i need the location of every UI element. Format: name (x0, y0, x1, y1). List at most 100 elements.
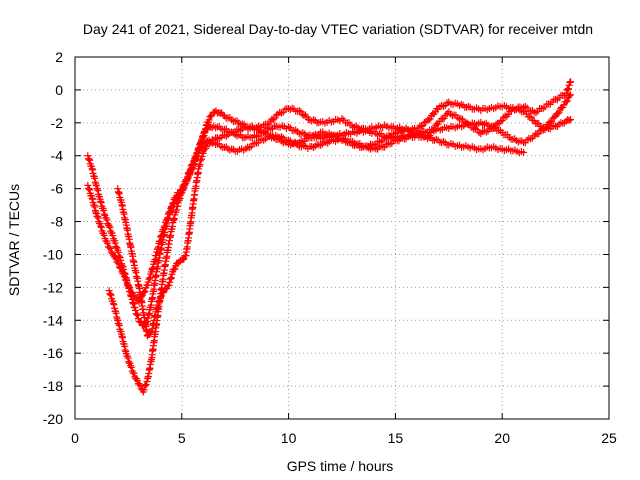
data-point-marker (146, 274, 154, 282)
data-point-marker (86, 156, 94, 164)
data-point-marker (100, 231, 108, 239)
data-point-marker (567, 91, 575, 99)
data-point-marker (199, 133, 207, 141)
data-point-marker (222, 132, 230, 140)
data-point-marker (158, 231, 166, 239)
data-point-marker (199, 134, 207, 142)
data-point-marker (417, 123, 425, 131)
x-tick-label: 15 (388, 430, 404, 446)
y-tick-label: -8 (51, 214, 64, 230)
data-point-marker (269, 116, 277, 124)
data-point-marker (97, 222, 105, 230)
data-point-marker (97, 199, 105, 207)
data-point-marker (265, 120, 273, 128)
data-point-marker (550, 113, 558, 121)
data-point-marker (527, 113, 535, 121)
data-point-marker (84, 152, 92, 160)
data-point-marker (567, 78, 575, 86)
data-point-marker (124, 354, 132, 362)
data-point-marker (554, 110, 562, 118)
data-point-marker (97, 197, 105, 205)
data-point-marker (127, 362, 135, 370)
data-point-marker (206, 113, 214, 121)
data-point-marker (185, 171, 193, 179)
data-point-marker (105, 287, 113, 295)
x-tick-label: 25 (601, 430, 617, 446)
data-point-marker (297, 108, 305, 116)
data-point-marker (115, 260, 123, 268)
y-tick-label: -14 (43, 312, 63, 328)
data-point-marker (127, 363, 135, 371)
data-point-marker (518, 137, 526, 145)
data-point-marker (564, 85, 572, 93)
data-point-marker (140, 386, 148, 394)
y-tick-label: -18 (43, 378, 63, 394)
data-point-marker (105, 222, 113, 230)
plot-frame (74, 56, 610, 420)
data-point-marker (85, 185, 93, 193)
data-point-marker (109, 232, 117, 240)
axis-ticks-layer (74, 56, 610, 420)
data-point-marker (567, 116, 575, 124)
data-point-marker (117, 264, 125, 272)
data-point-marker (200, 146, 208, 154)
data-point-marker (111, 239, 119, 247)
data-point-marker (207, 112, 215, 120)
data-point-marker (497, 117, 505, 125)
data-point-marker (425, 116, 433, 124)
data-point-marker (121, 272, 129, 280)
data-point-marker (205, 116, 213, 124)
data-point-marker (85, 155, 93, 163)
data-point-marker (107, 291, 115, 299)
data-point-marker (498, 117, 506, 125)
data-point-marker (179, 256, 187, 264)
x-tick-label: 5 (178, 430, 186, 446)
data-point-marker (106, 290, 114, 298)
data-point-marker (180, 185, 188, 193)
data-point-marker (175, 196, 183, 204)
data-point-marker (374, 131, 382, 139)
data-point-marker (112, 243, 120, 251)
data-point-marker (198, 137, 206, 145)
data-point-marker (171, 265, 179, 273)
data-point-marker (431, 125, 439, 133)
data-point-marker (179, 186, 187, 194)
data-point-marker (100, 207, 108, 215)
data-point-marker (154, 301, 162, 309)
data-point-marker (533, 130, 541, 138)
data-point-marker (546, 119, 554, 127)
data-point-marker (134, 311, 142, 319)
data-point-marker (123, 278, 131, 286)
y-tick-label: -16 (43, 345, 63, 361)
data-point-marker (144, 278, 152, 286)
data-point-marker (205, 140, 213, 148)
data-point-marker (168, 203, 176, 211)
data-point-marker (166, 278, 174, 286)
data-point-marker (219, 111, 227, 119)
y-tick-label: -4 (51, 148, 64, 164)
data-point-marker (215, 135, 223, 143)
data-point-marker (555, 108, 563, 116)
data-point-marker (133, 310, 141, 318)
data-point-marker (115, 263, 123, 271)
data-point-marker (439, 115, 447, 123)
data-point-marker (199, 149, 207, 157)
data-point-marker (202, 125, 210, 133)
data-point-marker (132, 306, 140, 314)
data-point-marker (114, 248, 122, 256)
data-point-marker (94, 214, 102, 222)
data-point-marker (144, 281, 152, 289)
data-point-marker (191, 158, 199, 166)
data-point-marker (565, 117, 573, 125)
data-point-marker (520, 148, 528, 156)
data-point-marker (562, 90, 570, 98)
data-point-marker (132, 310, 140, 318)
data-point-marker (562, 98, 570, 106)
y-tick-label: -12 (43, 279, 63, 295)
data-point-marker (271, 114, 279, 122)
data-point-marker (176, 194, 184, 202)
data-point-marker (147, 328, 155, 336)
data-point-marker (157, 233, 165, 241)
data-point-marker (97, 223, 105, 231)
